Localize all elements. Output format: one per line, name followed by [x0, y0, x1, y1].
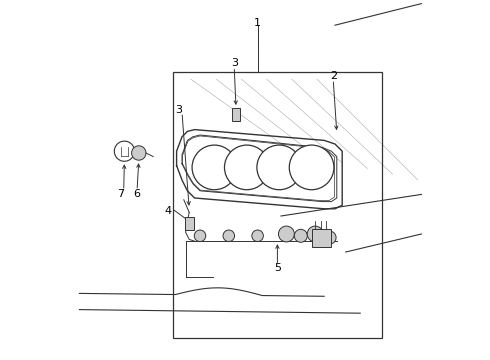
- Circle shape: [132, 146, 146, 160]
- Circle shape: [307, 226, 323, 242]
- Circle shape: [252, 230, 263, 242]
- Circle shape: [223, 230, 235, 242]
- Text: 4: 4: [164, 206, 171, 216]
- Text: 3: 3: [231, 58, 238, 68]
- Circle shape: [192, 145, 237, 190]
- Circle shape: [114, 141, 134, 161]
- Circle shape: [294, 229, 307, 242]
- Circle shape: [278, 226, 294, 242]
- Bar: [173, 72, 382, 338]
- Text: 6: 6: [133, 189, 141, 199]
- Circle shape: [194, 230, 206, 242]
- Text: 5: 5: [274, 263, 281, 273]
- Bar: [185, 217, 194, 230]
- Bar: [312, 229, 331, 247]
- Text: 7: 7: [117, 189, 124, 199]
- Text: 2: 2: [330, 71, 337, 81]
- Circle shape: [289, 145, 334, 190]
- Text: 3: 3: [175, 105, 182, 115]
- Text: 1: 1: [254, 18, 261, 28]
- Bar: [232, 108, 240, 121]
- Circle shape: [323, 231, 336, 244]
- Circle shape: [257, 145, 301, 190]
- Circle shape: [224, 145, 269, 190]
